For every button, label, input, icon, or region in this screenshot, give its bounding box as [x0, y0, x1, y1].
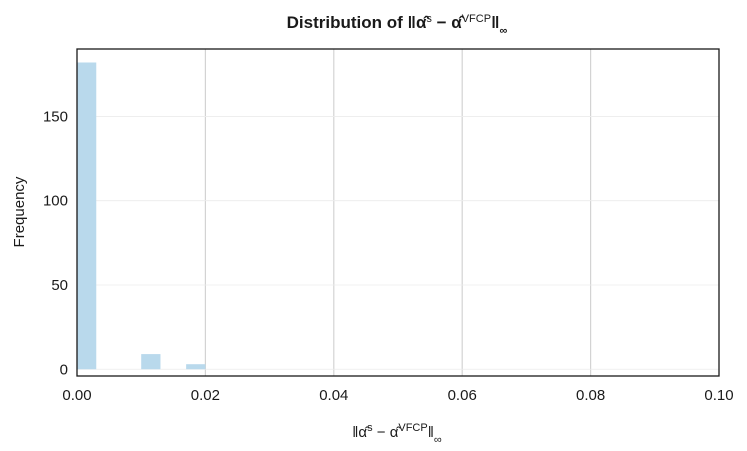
y-tick-label: 100: [43, 193, 68, 210]
x-tick-label: 0.02: [191, 387, 220, 404]
x-tick-labels: 0.00 0.02 0.04 0.06 0.08 0.10: [62, 387, 733, 404]
x-tick-label: 0.10: [704, 387, 733, 404]
histogram-bar: [186, 364, 206, 370]
histogram-bar: [77, 62, 97, 370]
x-tick-label: 0.08: [576, 387, 605, 404]
plot-border: [76, 48, 720, 377]
gridlines: [77, 49, 719, 376]
x-tick-label: 0.00: [62, 387, 91, 404]
histogram-bar: [141, 354, 161, 370]
y-axis-label: Frequency: [11, 176, 28, 247]
y-tick-label: 50: [51, 277, 68, 294]
y-tick-label: 150: [43, 108, 68, 125]
plot-area: [77, 49, 719, 376]
y-tick-labels: 0 50 100 150: [43, 108, 68, 378]
chart-title: Distribution of ‖α̂s − α̂VFCP‖∞: [287, 13, 508, 37]
x-tick-label: 0.04: [319, 387, 348, 404]
y-tick-label: 0: [60, 361, 68, 378]
histogram-bars: [77, 62, 206, 370]
x-tick-label: 0.06: [448, 387, 477, 404]
x-axis-label: ‖α̂s − α̂VFCP‖∞: [352, 422, 442, 446]
